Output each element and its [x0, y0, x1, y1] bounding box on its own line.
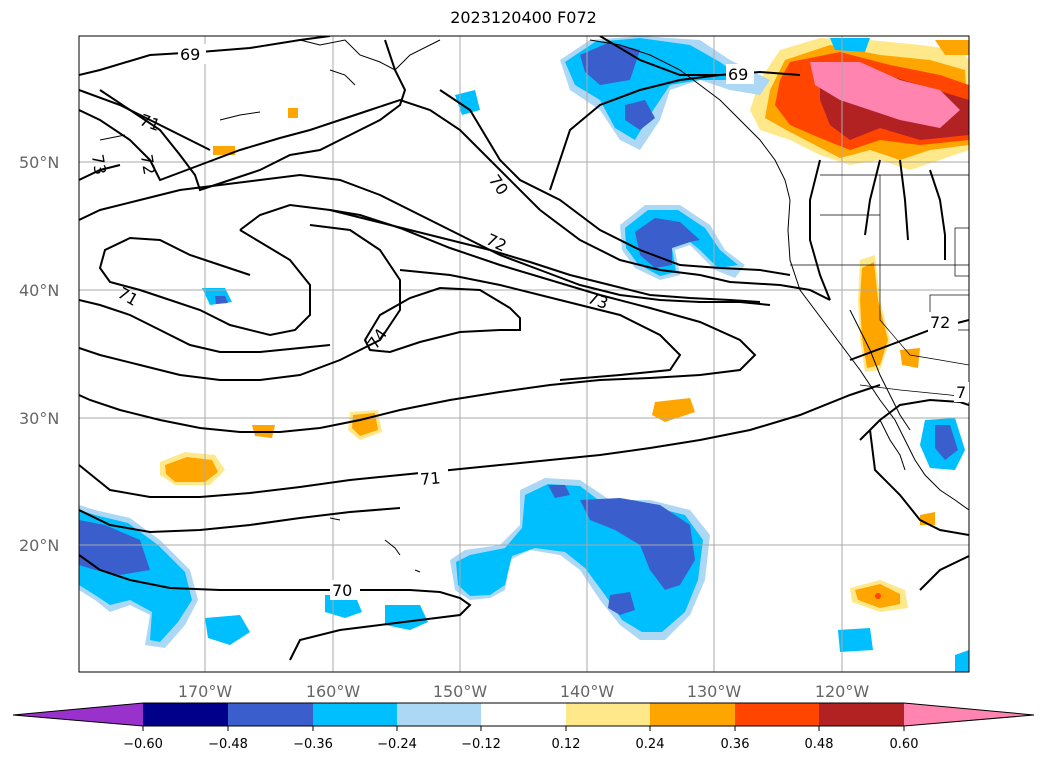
contour-label: 73: [88, 153, 110, 176]
colorbar-tick-label: 0.36: [721, 737, 750, 752]
lat-label-30n: 30°N: [19, 409, 59, 428]
colorbar-segment: [650, 703, 735, 726]
lon-label-170w: 170°W: [178, 682, 233, 701]
coastlines: [99, 39, 969, 573]
contour-label: 72: [137, 153, 159, 176]
colorbar-segment: [481, 703, 566, 726]
contour-label: 70: [332, 581, 352, 600]
contour-label: 71: [419, 468, 441, 489]
colorbar-tick-label: 0.48: [805, 737, 834, 752]
colorbar-extend-low: [13, 703, 143, 726]
colorbar-segment: [228, 703, 313, 726]
lat-label-20n: 20°N: [19, 536, 59, 555]
colorbar-segment: [566, 703, 650, 726]
height-contours: [79, 36, 969, 661]
colorbar-segment: [313, 703, 397, 726]
colorbar-extend-high: [904, 703, 1034, 726]
colorbar-tick-label: −0.12: [461, 737, 501, 752]
lon-label-160w: 160°W: [306, 682, 361, 701]
colorbar-segment: [143, 703, 228, 726]
shaded-anomaly-regions: [79, 36, 969, 672]
colorbar-tick-label: −0.36: [293, 737, 333, 752]
map-frame: [78, 35, 970, 673]
contour-74: [363, 286, 521, 354]
colorbar-segment: [397, 703, 481, 726]
contour-73: [79, 224, 401, 381]
lon-label-130w: 130°W: [687, 682, 742, 701]
contour-71-south: [79, 384, 881, 498]
colorbar-tick-label: −0.48: [208, 737, 248, 752]
latitude-labels: 50°N 40°N 30°N 20°N: [19, 153, 59, 555]
contour-70: [439, 89, 791, 276]
contour-label: 69: [728, 65, 748, 84]
colorbar-segment: [735, 703, 819, 726]
colorbar: −0.60 −0.48 −0.36 −0.24 −0.12 0.12 0.24 …: [12, 702, 1035, 752]
contour-71: [79, 98, 831, 301]
map-title: 2023120400 F072: [450, 8, 597, 27]
lon-label-150w: 150°W: [433, 682, 488, 701]
political-borders: [790, 174, 969, 399]
colorbar-segment: [819, 703, 904, 726]
longitude-labels: 170°W 160°W 150°W 140°W 130°W 120°W: [178, 682, 870, 701]
lon-label-120w: 120°W: [815, 682, 870, 701]
colorbar-tick-label: 0.60: [890, 737, 919, 752]
lat-label-40n: 40°N: [19, 281, 59, 300]
colorbar-tick-label: −0.24: [377, 737, 417, 752]
contour-70-south: [79, 554, 472, 661]
colorbar-tick-label: 0.24: [636, 737, 665, 752]
lon-label-140w: 140°W: [560, 682, 615, 701]
contour-72: [239, 203, 761, 303]
colorbar-tick-label: 0.12: [552, 737, 581, 752]
contour-label: 7: [956, 383, 966, 402]
lat-label-50n: 50°N: [19, 153, 59, 172]
colorbar-tick-label: −0.60: [123, 737, 163, 752]
contour-label: 72: [930, 313, 950, 332]
contour-label: 69: [180, 45, 200, 64]
